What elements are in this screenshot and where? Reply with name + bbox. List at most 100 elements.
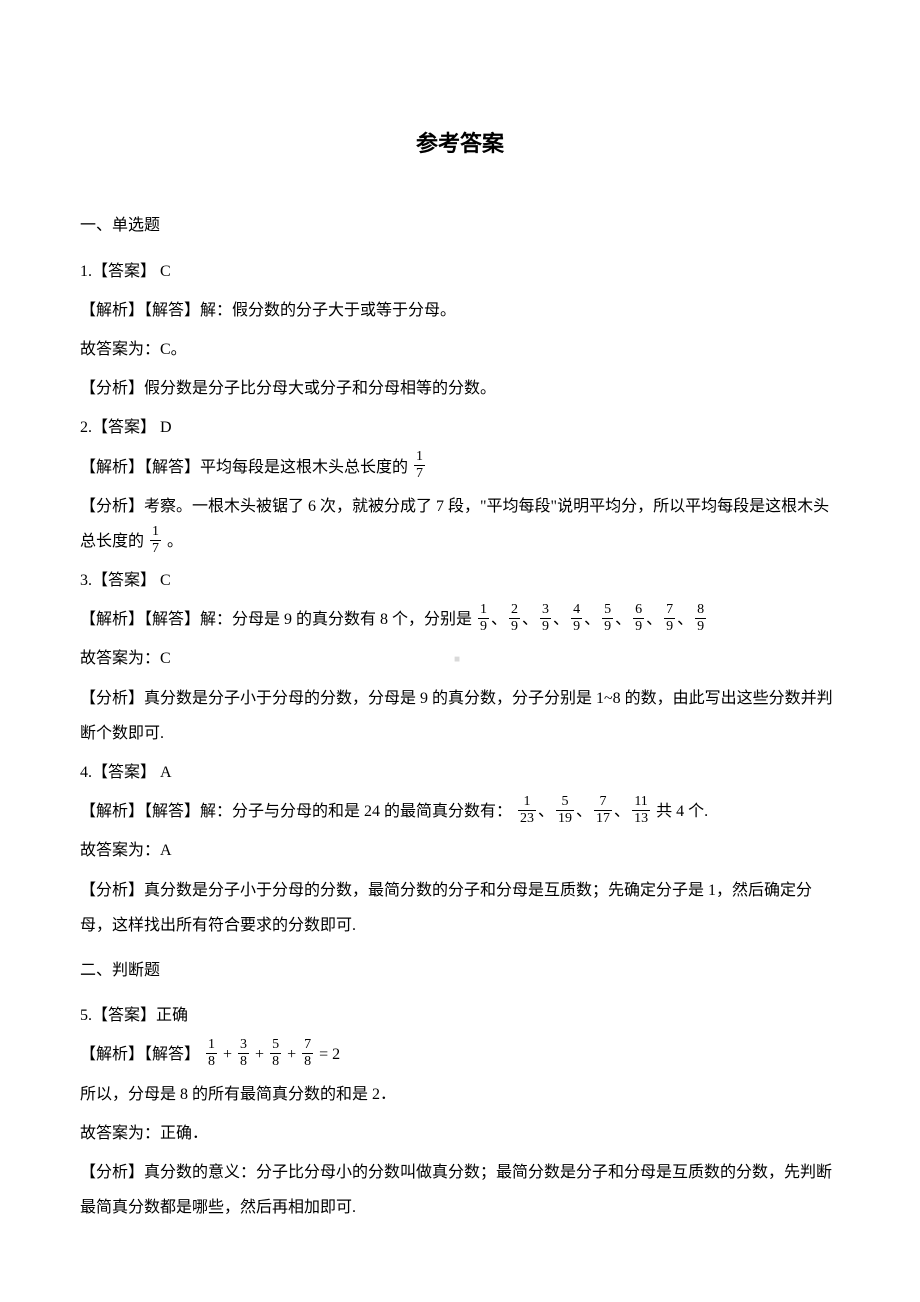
- fraction: 717: [594, 795, 612, 826]
- fraction-numerator: 6: [633, 603, 644, 619]
- separator: 、: [522, 611, 538, 628]
- fraction: 39: [540, 603, 551, 634]
- fraction-numerator: 1: [206, 1038, 217, 1054]
- q4-answer: 4.【答案】 A: [80, 755, 840, 790]
- q3-explain-3: 【分析】真分数是分子小于分母的分数，分母是 9 的真分数，分子分别是 1~8 的…: [80, 681, 840, 751]
- q4-explain-1-suffix: 共 4 个.: [656, 803, 708, 820]
- separator: 、: [538, 803, 554, 820]
- fraction: 19: [478, 603, 489, 634]
- separator: 、: [677, 611, 693, 628]
- fraction: 519: [556, 795, 574, 826]
- fraction-denominator: 9: [509, 619, 520, 634]
- fraction-denominator: 8: [270, 1054, 281, 1069]
- fraction-denominator: 9: [540, 619, 551, 634]
- fraction: 123: [518, 795, 536, 826]
- q5-explain-1-prefix: 【解析】【解答】: [80, 1046, 200, 1063]
- q3-explain-1-prefix: 【解析】【解答】解：分母是 9 的真分数有 8 个，分别是: [80, 611, 476, 628]
- fraction-numerator: 7: [594, 795, 612, 811]
- q1-explain-1: 【解析】【解答】解：假分数的分子大于或等于分母。: [80, 293, 840, 328]
- fraction: 59: [602, 603, 613, 634]
- fraction-denominator: 8: [302, 1054, 313, 1069]
- fraction-numerator: 5: [556, 795, 574, 811]
- page-title: 参考答案: [80, 120, 840, 168]
- q2-explain-1: 【解析】【解答】平均每段是这根木头总长度的 1 7: [80, 450, 840, 485]
- q5-explain-1-suffix: = 2: [319, 1046, 340, 1063]
- fraction-numerator: 1: [414, 450, 425, 466]
- q1-explain-2: 故答案为：C。: [80, 332, 840, 367]
- fraction-denominator: 19: [556, 811, 574, 826]
- q4-explain-3: 【分析】真分数是分子小于分母的分数，最简分数的分子和分母是互质数；先确定分子是 …: [80, 873, 840, 943]
- fraction-denominator: 8: [238, 1054, 249, 1069]
- separator: 、: [584, 611, 600, 628]
- fraction-denominator: 23: [518, 811, 536, 826]
- fraction-denominator: 7: [150, 541, 161, 556]
- q2-explain-2-suffix: 。: [167, 533, 183, 550]
- fraction-numerator: 4: [571, 603, 582, 619]
- separator: 、: [615, 611, 631, 628]
- section-1-heading: 一、单选题: [80, 208, 840, 243]
- section-2-heading: 二、判断题: [80, 953, 840, 988]
- fraction: 79: [664, 603, 675, 634]
- separator: +: [251, 1046, 268, 1063]
- fraction-denominator: 9: [602, 619, 613, 634]
- fraction-numerator: 7: [302, 1038, 313, 1054]
- fraction-denominator: 9: [633, 619, 644, 634]
- fraction-denominator: 9: [664, 619, 675, 634]
- fraction-numerator: 3: [540, 603, 551, 619]
- fraction-denominator: 7: [414, 466, 425, 481]
- fraction: 89: [695, 603, 706, 634]
- q3-fraction-list: 19、29、39、49、59、69、79、89: [476, 611, 708, 628]
- fraction: 1 7: [150, 525, 161, 556]
- fraction-denominator: 13: [632, 811, 650, 826]
- q1-answer: 1.【答案】 C: [80, 254, 840, 289]
- fraction: 29: [509, 603, 520, 634]
- separator: 、: [614, 803, 630, 820]
- q4-explain-1: 【解析】【解答】解：分子与分母的和是 24 的最简真分数有： 123、519、7…: [80, 794, 840, 829]
- fraction: 1113: [632, 795, 650, 826]
- q5-explain-4: 【分析】真分数的意义：分子比分母小的分数叫做真分数；最简分数是分子和分母是互质数…: [80, 1155, 840, 1225]
- q5-explain-1: 【解析】【解答】 18 + 38 + 58 + 78 = 2: [80, 1037, 840, 1072]
- fraction-denominator: 17: [594, 811, 612, 826]
- fraction: 38: [238, 1038, 249, 1069]
- q4-explain-1-prefix: 【解析】【解答】解：分子与分母的和是 24 的最简真分数有：: [80, 803, 512, 820]
- q2-answer: 2.【答案】 D: [80, 410, 840, 445]
- q5-explain-2: 所以，分母是 8 的所有最简真分数的和是 2．: [80, 1077, 840, 1112]
- separator: +: [283, 1046, 300, 1063]
- fraction-numerator: 5: [602, 603, 613, 619]
- fraction-numerator: 8: [695, 603, 706, 619]
- q2-explain-2: 【分析】考察。一根木头被锯了 6 次，就被分成了 7 段，"平均每段"说明平均分…: [80, 489, 840, 559]
- q4-fraction-list: 123、519、717、1113: [516, 803, 652, 820]
- q5-explain-3: 故答案为：正确．: [80, 1116, 840, 1151]
- q5-fraction-sum: 18 + 38 + 58 + 78: [204, 1046, 315, 1063]
- fraction-numerator: 2: [509, 603, 520, 619]
- fraction: 18: [206, 1038, 217, 1069]
- fraction-numerator: 5: [270, 1038, 281, 1054]
- fraction: 1 7: [414, 450, 425, 481]
- separator: +: [219, 1046, 236, 1063]
- fraction-numerator: 3: [238, 1038, 249, 1054]
- fraction: 49: [571, 603, 582, 634]
- fraction-denominator: 9: [478, 619, 489, 634]
- separator: 、: [646, 611, 662, 628]
- q3-answer: 3.【答案】 C: [80, 563, 840, 598]
- q2-explain-2-prefix: 【分析】考察。一根木头被锯了 6 次，就被分成了 7 段，"平均每段"说明平均分…: [80, 498, 829, 550]
- fraction-denominator: 9: [695, 619, 706, 634]
- fraction-numerator: 11: [632, 795, 650, 811]
- fraction-numerator: 1: [518, 795, 536, 811]
- q5-answer: 5.【答案】正确: [80, 998, 840, 1033]
- fraction-denominator: 8: [206, 1054, 217, 1069]
- fraction-denominator: 9: [571, 619, 582, 634]
- separator: 、: [553, 611, 569, 628]
- fraction: 69: [633, 603, 644, 634]
- fraction-numerator: 7: [664, 603, 675, 619]
- fraction: 58: [270, 1038, 281, 1069]
- q2-explain-1-text: 【解析】【解答】平均每段是这根木头总长度的: [80, 459, 412, 476]
- q3-explain-2: 故答案为：C: [80, 641, 840, 676]
- q4-explain-2: 故答案为：A: [80, 833, 840, 868]
- separator: 、: [576, 803, 592, 820]
- q3-explain-1: 【解析】【解答】解：分母是 9 的真分数有 8 个，分别是 19、29、39、4…: [80, 602, 840, 637]
- fraction: 78: [302, 1038, 313, 1069]
- q1-explain-3: 【分析】假分数是分子比分母大或分子和分母相等的分数。: [80, 371, 840, 406]
- fraction-numerator: 1: [150, 525, 161, 541]
- fraction-numerator: 1: [478, 603, 489, 619]
